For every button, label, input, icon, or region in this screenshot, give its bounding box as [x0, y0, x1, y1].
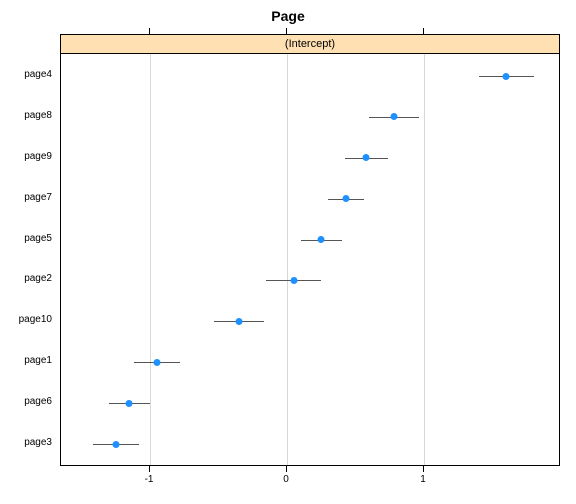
- x-tick-top: [286, 28, 287, 34]
- chart-container: Page (Intercept) page4 page8 page9 page7 pag…: [0, 0, 576, 504]
- point-estimate-dot: [342, 195, 349, 202]
- point-estimate-dot: [390, 113, 397, 120]
- strip-label: (Intercept): [285, 38, 335, 50]
- x-tick-top: [149, 28, 150, 34]
- y-axis-label: page8: [0, 110, 52, 121]
- point-estimate-dot: [236, 318, 243, 325]
- point-estimate-dot: [126, 400, 133, 407]
- x-tick-top: [423, 28, 424, 34]
- point-estimate-dot: [363, 154, 370, 161]
- x-tick-bottom: [149, 466, 150, 472]
- plot-area: [60, 54, 560, 466]
- y-axis-label: page9: [0, 151, 52, 162]
- point-estimate-dot: [290, 277, 297, 284]
- x-tick-bottom: [423, 466, 424, 472]
- y-axis-label: page4: [0, 69, 52, 80]
- y-axis-label: page2: [0, 273, 52, 284]
- point-estimate-dot: [318, 236, 325, 243]
- y-axis-label: page6: [0, 396, 52, 407]
- gridline: [150, 54, 151, 465]
- point-estimate-dot: [153, 359, 160, 366]
- gridline: [424, 54, 425, 465]
- y-axis-label: page3: [0, 437, 52, 448]
- x-tick-bottom: [286, 466, 287, 472]
- chart-title: Page: [0, 8, 576, 24]
- x-tick-label: 0: [283, 474, 289, 485]
- y-axis-label: page5: [0, 233, 52, 244]
- point-estimate-dot: [503, 73, 510, 80]
- x-tick-label: -1: [145, 474, 154, 485]
- y-axis-label: page10: [0, 314, 52, 325]
- y-axis-label: page7: [0, 192, 52, 203]
- panel-strip: (Intercept): [60, 34, 560, 54]
- point-estimate-dot: [112, 441, 119, 448]
- gridline: [287, 54, 288, 465]
- x-tick-label: 1: [420, 474, 426, 485]
- y-axis-label: page1: [0, 355, 52, 366]
